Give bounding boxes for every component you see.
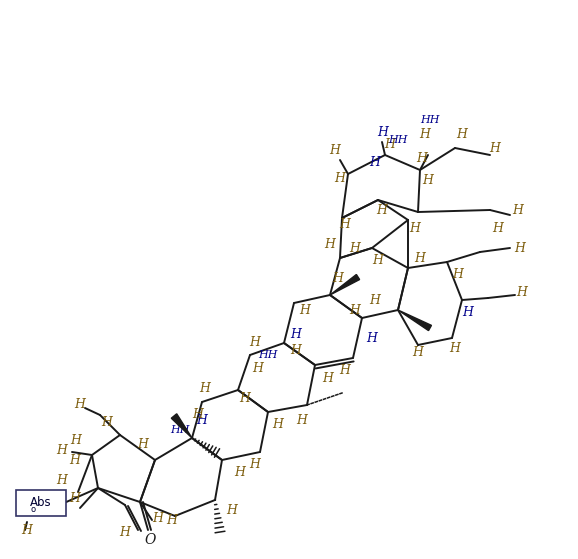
Text: H: H [490,141,501,154]
Text: H: H [291,343,302,357]
Text: H: H [513,203,524,216]
Text: H: H [450,342,461,354]
Text: HH: HH [420,115,440,125]
Text: H: H [384,139,395,151]
Text: H: H [492,221,503,234]
Text: H: H [514,241,525,254]
Text: H: H [457,129,468,141]
Text: HH: HH [388,135,407,145]
FancyBboxPatch shape [16,490,66,516]
Text: H: H [377,126,388,140]
Text: O: O [144,533,155,547]
Text: o: o [31,505,36,514]
Text: H: H [199,381,210,395]
Text: H: H [417,151,428,164]
Text: H: H [197,414,208,427]
Text: H: H [273,419,283,432]
Polygon shape [171,414,192,438]
Polygon shape [398,310,431,330]
Text: H: H [138,438,149,452]
Text: H: H [166,514,177,527]
Text: H: H [227,504,238,517]
Text: H: H [71,433,81,447]
Text: H: H [325,239,335,252]
Text: H: H [250,335,261,348]
Text: H: H [350,241,361,254]
Text: H: H [291,329,302,342]
Text: H: H [57,443,68,457]
Text: H: H [517,286,528,299]
Text: H: H [329,144,340,157]
Text: H: H [366,331,377,344]
Text: H: H [235,466,246,479]
Text: H: H [335,172,346,184]
Text: HH: HH [171,425,190,435]
Text: H: H [339,363,350,377]
Text: H: H [369,155,380,168]
Text: Abs: Abs [30,496,52,509]
Text: H: H [57,473,68,486]
Text: H: H [339,219,350,231]
Text: H: H [239,391,250,405]
Text: H: H [297,414,307,427]
Text: H: H [332,272,343,285]
Text: H: H [21,523,32,537]
Text: H: H [453,268,464,282]
Text: H: H [373,253,383,267]
Text: H: H [350,304,361,316]
Text: H: H [369,293,380,306]
Text: H: H [323,372,334,385]
Text: H: H [69,491,80,505]
Text: H: H [192,409,203,421]
Text: H: H [420,129,431,141]
Text: H: H [102,415,113,429]
Text: H: H [376,203,387,216]
Text: H: H [69,453,80,467]
Text: H: H [462,306,473,319]
Polygon shape [330,274,360,295]
Text: HH: HH [258,350,278,360]
Text: H: H [253,362,264,375]
Text: H: H [120,527,131,539]
Text: H: H [414,252,425,264]
Text: H: H [250,458,261,471]
Text: H: H [75,399,86,411]
Text: H: H [299,304,310,316]
Text: H: H [413,345,424,358]
Text: H: H [423,173,434,187]
Text: H: H [410,221,420,234]
Text: H: H [153,511,164,524]
